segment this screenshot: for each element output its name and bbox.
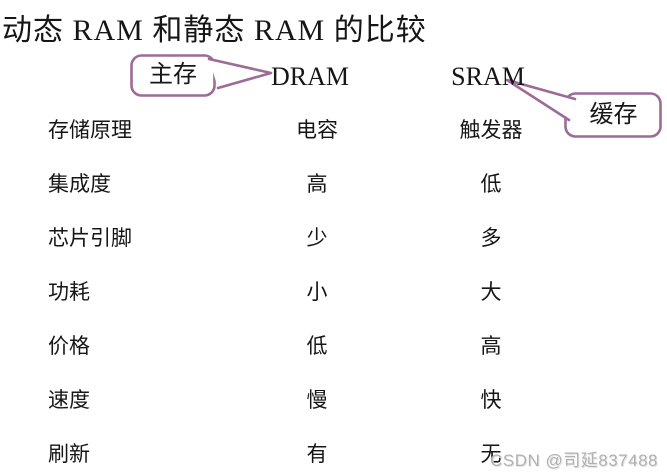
row-value-dram: 高 <box>306 172 328 196</box>
table-row-speed: 速度 慢 快 <box>0 384 667 412</box>
column-header-sram: SRAM <box>451 62 525 91</box>
row-value-sram: 多 <box>480 226 502 250</box>
row-value-dram: 少 <box>306 226 328 250</box>
page-title: 动态 RAM 和静态 RAM 的比较 <box>2 14 427 47</box>
row-label: 芯片引脚 <box>48 226 132 250</box>
row-value-sram: 低 <box>480 172 502 196</box>
row-label: 价格 <box>48 334 90 358</box>
row-value-sram: 高 <box>480 334 502 358</box>
row-value-sram: 无 <box>480 442 502 466</box>
row-label: 集成度 <box>48 172 111 196</box>
column-header-dram: DRAM <box>270 62 349 91</box>
row-value-dram: 低 <box>306 334 328 358</box>
table-row-integration: 集成度 高 低 <box>0 168 667 196</box>
table-row-refresh: 刷新 有 无 <box>0 438 667 466</box>
row-value-dram: 有 <box>306 442 328 466</box>
row-value-dram: 慢 <box>306 388 328 412</box>
table-row-chip-pins: 芯片引脚 少 多 <box>0 222 667 250</box>
table-row-power: 功耗 小 大 <box>0 276 667 304</box>
row-label: 刷新 <box>48 442 90 466</box>
callout-label-cache: 缓存 <box>589 102 638 128</box>
row-value-dram: 小 <box>306 280 328 304</box>
callout-label-main-memory: 主存 <box>149 62 197 88</box>
row-label: 存储原理 <box>48 118 132 142</box>
table-row-price: 价格 低 高 <box>0 330 667 358</box>
row-value-sram: 快 <box>480 388 502 412</box>
row-label: 速度 <box>48 388 90 412</box>
row-value-dram: 电容 <box>296 118 338 142</box>
watermark: CSDN @司延837488 <box>490 451 658 470</box>
row-value-sram: 大 <box>480 280 502 304</box>
row-label: 功耗 <box>48 280 90 304</box>
table-row-storage-principle: 存储原理 电容 触发器 <box>0 114 667 142</box>
row-value-sram: 触发器 <box>459 118 523 142</box>
